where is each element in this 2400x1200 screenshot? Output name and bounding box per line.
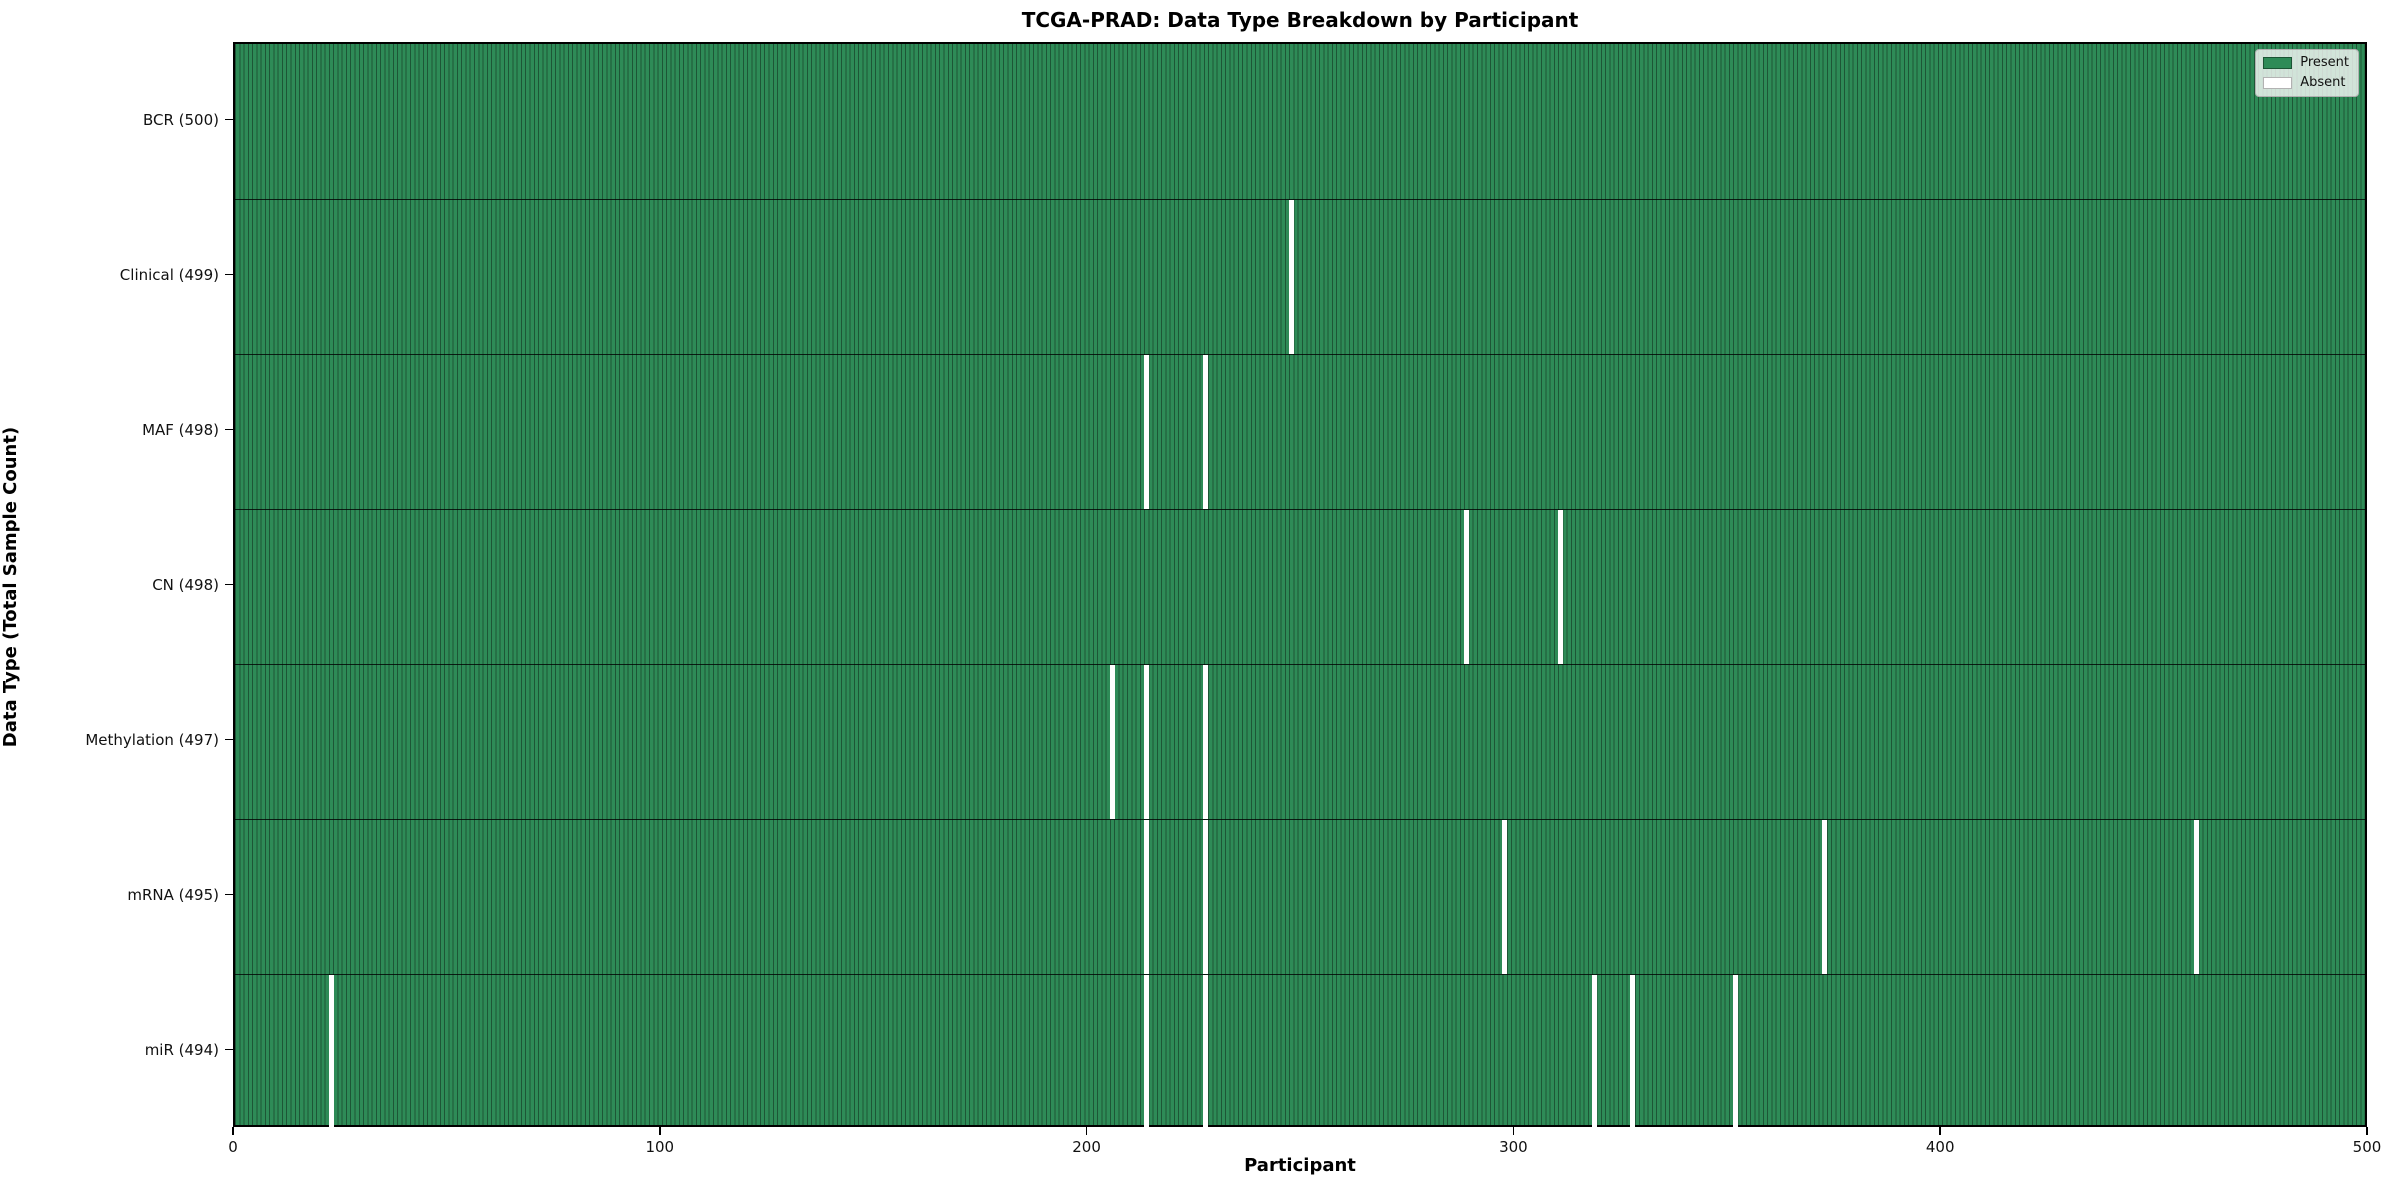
absent-mark-cn-310 [1557,510,1563,664]
absent-swatch-icon [2263,77,2293,89]
x-tick-mark [1512,1127,1515,1135]
heatmap-row-methylation [235,664,2365,819]
y-tick-label-mrna: mRNA (495) [127,885,219,904]
x-tick-label-300: 300 [1499,1138,1528,1156]
y-tick-label-methylation: Methylation (497) [85,730,219,749]
x-tick-label-400: 400 [1925,1138,1955,1156]
absent-mark-mrna-459 [2193,820,2199,974]
legend-entry-absent: Absent [2263,75,2349,91]
x-tick-label-100: 100 [645,1138,675,1156]
absent-mark-methylation-205 [1109,665,1115,819]
absent-mark-maf-213 [1143,355,1149,509]
absent-mark-mir-227 [1203,975,1209,1129]
absent-mark-mrna-297 [1502,820,1508,974]
plot-area: Present Absent [233,42,2367,1129]
y-tick-label-mir: miR (494) [144,1040,219,1059]
heatmap-row-clinical [235,199,2365,354]
absent-mark-clinical-247 [1288,200,1294,354]
y-tick-mark [225,893,233,896]
x-tick-mark [1939,1127,1941,1135]
absent-mark-mrna-213 [1143,820,1149,974]
x-axis-title: Participant [1244,1155,1356,1176]
x-tick-mark [2366,1127,2368,1135]
x-tick-mark [659,1127,661,1135]
heatmap-rows-layer [235,44,2365,1129]
absent-mark-mir-327 [1630,975,1636,1129]
x-tick-mark [232,1127,234,1135]
absent-mark-mrna-227 [1203,820,1209,974]
y-tick-label-clinical: Clinical (499) [119,265,219,284]
x-tick-label-0: 0 [228,1138,238,1156]
y-tick-mark [225,428,233,431]
legend: Present Absent [2255,49,2359,97]
absent-mark-cn-288 [1463,510,1469,664]
heatmap-row-bcr [235,44,2365,199]
y-tick-mark [225,118,233,121]
legend-entry-present: Present [2263,55,2349,71]
legend-absent-label: Absent [2300,75,2346,90]
x-tick-mark [1085,1127,1088,1135]
y-tick-label-bcr: BCR (500) [142,110,219,129]
absent-mark-methylation-213 [1143,665,1149,819]
heatmap-row-mir [235,974,2365,1129]
absent-mark-mrna-372 [1822,820,1828,974]
y-tick-label-cn: CN (498) [152,575,219,594]
absent-mark-mir-22 [328,975,334,1129]
present-swatch-icon [2263,57,2293,69]
y-tick-mark [225,738,233,741]
heatmap-row-mrna [235,819,2365,974]
chart-title: TCGA-PRAD: Data Type Breakdown by Partic… [1021,8,1579,32]
absent-mark-maf-227 [1203,355,1209,509]
y-tick-label-maf: MAF (498) [142,420,219,439]
y-tick-mark [225,583,233,586]
heatmap-row-maf [235,354,2365,509]
absent-mark-methylation-227 [1203,665,1209,819]
absent-mark-mir-351 [1732,975,1738,1129]
y-tick-mark [225,1048,233,1051]
x-tick-label-500: 500 [2352,1138,2382,1156]
heatmap-row-cn [235,509,2365,664]
absent-mark-mir-213 [1143,975,1149,1129]
absent-mark-mir-318 [1591,975,1597,1129]
x-tick-label-200: 200 [1072,1138,1101,1156]
legend-present-label: Present [2300,55,2349,70]
y-tick-mark [225,273,233,276]
